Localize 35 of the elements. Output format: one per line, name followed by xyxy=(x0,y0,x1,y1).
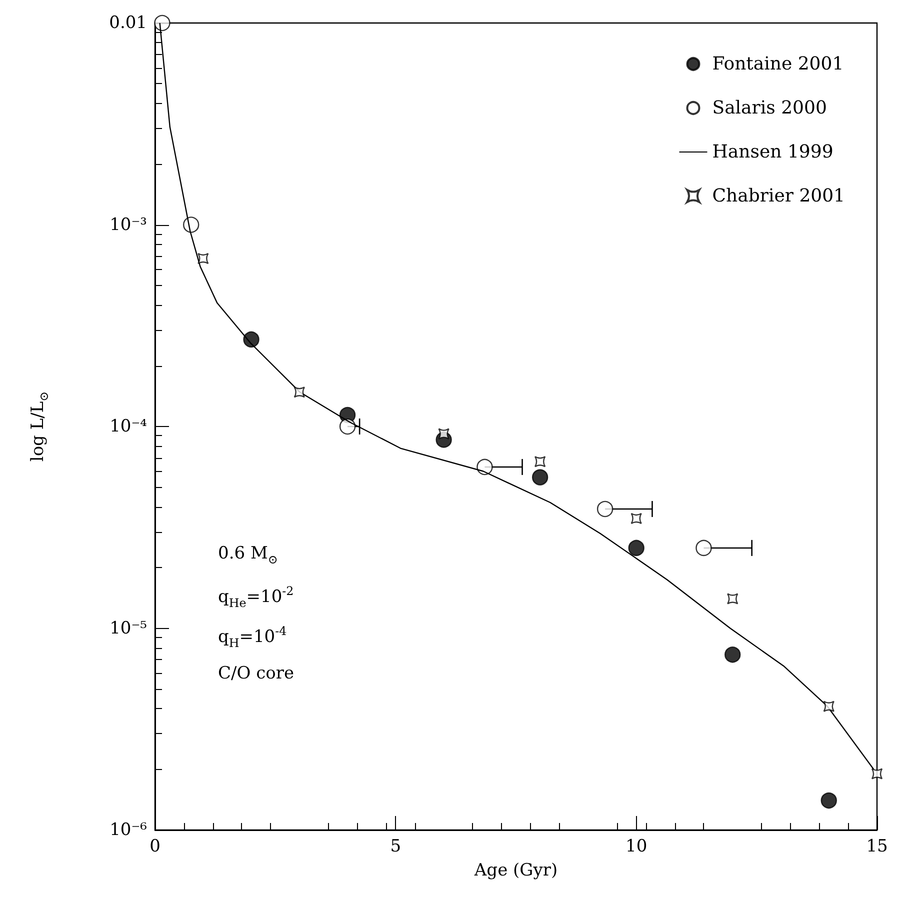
y-tick-label: 10⁻⁵ xyxy=(110,618,148,638)
point xyxy=(630,512,642,524)
point xyxy=(294,386,305,398)
x-tick-label: 0 xyxy=(150,836,160,856)
point xyxy=(534,456,546,468)
point xyxy=(871,768,883,780)
point xyxy=(724,646,741,663)
point xyxy=(183,216,200,233)
x-tick-label: 5 xyxy=(390,836,402,856)
point xyxy=(820,792,837,809)
point xyxy=(339,418,356,435)
point xyxy=(476,458,493,476)
annotation: C/O core xyxy=(218,664,294,684)
point xyxy=(532,469,548,486)
annotation: 0.6 M⊙ xyxy=(218,544,278,566)
y-axis-title: log L/L⊙ xyxy=(28,391,51,462)
y-tick-label: 10⁻³ xyxy=(110,214,147,235)
legend-label: Salaris 2000 xyxy=(712,98,827,118)
point xyxy=(727,593,738,604)
y-tick-label: 10⁻⁴ xyxy=(110,416,148,436)
point xyxy=(696,540,712,556)
y-tick-label: 10⁻⁶ xyxy=(110,820,148,840)
x-tick-label: 10 xyxy=(626,836,648,856)
point xyxy=(198,252,209,264)
x-axis-title: Age (Gyr) xyxy=(473,860,558,880)
legend-label: Hansen 1999 xyxy=(712,142,834,162)
legend-label: Fontaine 2001 xyxy=(712,54,844,74)
point xyxy=(823,700,834,712)
point xyxy=(596,500,614,518)
point xyxy=(628,540,644,556)
point xyxy=(243,331,260,348)
point xyxy=(438,428,450,440)
legend-label: Chabrier 2001 xyxy=(712,186,846,206)
x-tick-label: 15 xyxy=(866,836,888,856)
y-tick-label: 0.01 xyxy=(109,13,147,33)
